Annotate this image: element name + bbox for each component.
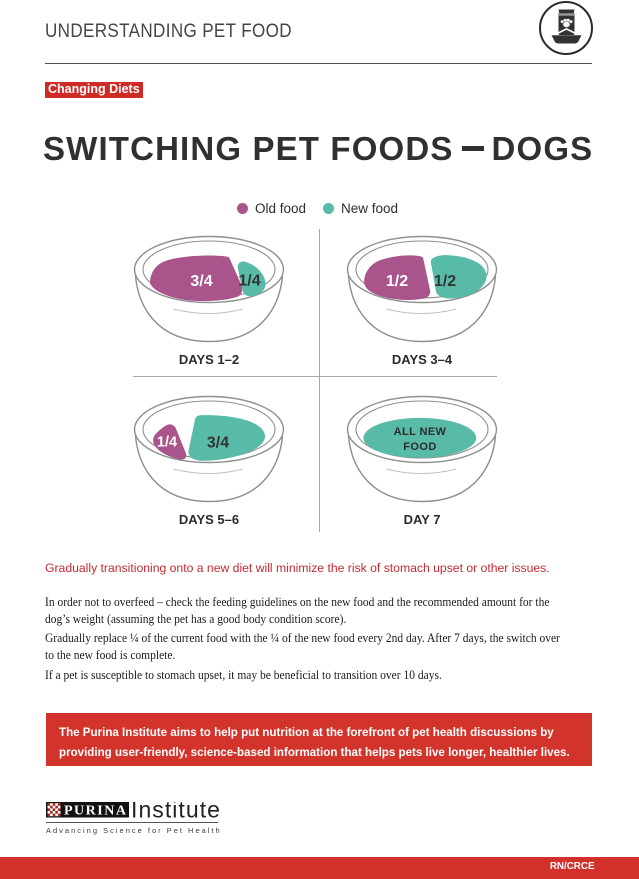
svg-text:1/2: 1/2 [386, 273, 408, 290]
svg-text:1/4: 1/4 [238, 273, 260, 290]
svg-text:3/4: 3/4 [207, 435, 229, 452]
svg-text:Institute: Institute [131, 802, 221, 823]
svg-text:Advancing Science for Pet Heal: Advancing Science for Pet Health [46, 826, 222, 835]
svg-text:FOOD: FOOD [403, 441, 436, 453]
svg-text:1/2: 1/2 [434, 273, 456, 290]
svg-text:1/4: 1/4 [157, 435, 177, 451]
svg-text:3/4: 3/4 [190, 273, 212, 290]
svg-text:ALL NEW: ALL NEW [394, 426, 447, 438]
svg-text:PURINA: PURINA [64, 804, 127, 819]
